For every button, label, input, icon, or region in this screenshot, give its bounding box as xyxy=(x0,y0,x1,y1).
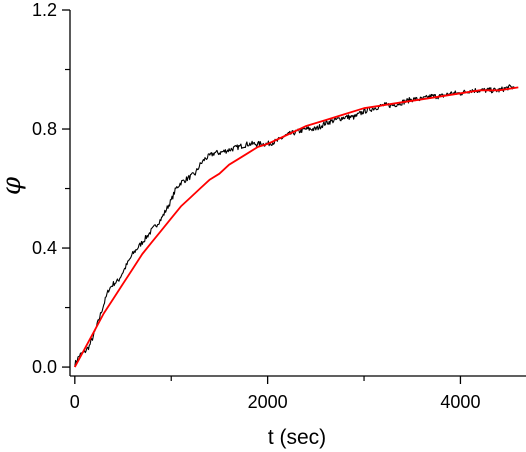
y-tick-label: 0.0 xyxy=(32,357,57,377)
y-tick-label: 0.8 xyxy=(32,119,57,139)
series-line-measurement xyxy=(74,84,515,367)
x-tick-label: 0 xyxy=(70,392,80,412)
tick-labels: 0 2000 4000 0.0 0.4 0.8 1.2 xyxy=(32,0,480,412)
y-tick-label: 0.4 xyxy=(32,238,57,258)
x-axis-title: t (sec) xyxy=(268,426,326,449)
y-axis-title-group: φ xyxy=(0,176,27,195)
axis-ticks xyxy=(62,9,462,384)
x-tick-label: 2000 xyxy=(248,392,288,412)
series-layer xyxy=(74,84,519,368)
series-line-fit xyxy=(74,86,519,368)
y-tick-label: 1.2 xyxy=(32,0,57,20)
plot-frame xyxy=(69,10,526,377)
x-tick-label: 4000 xyxy=(440,392,480,412)
y-axis-title: φ xyxy=(0,176,27,195)
